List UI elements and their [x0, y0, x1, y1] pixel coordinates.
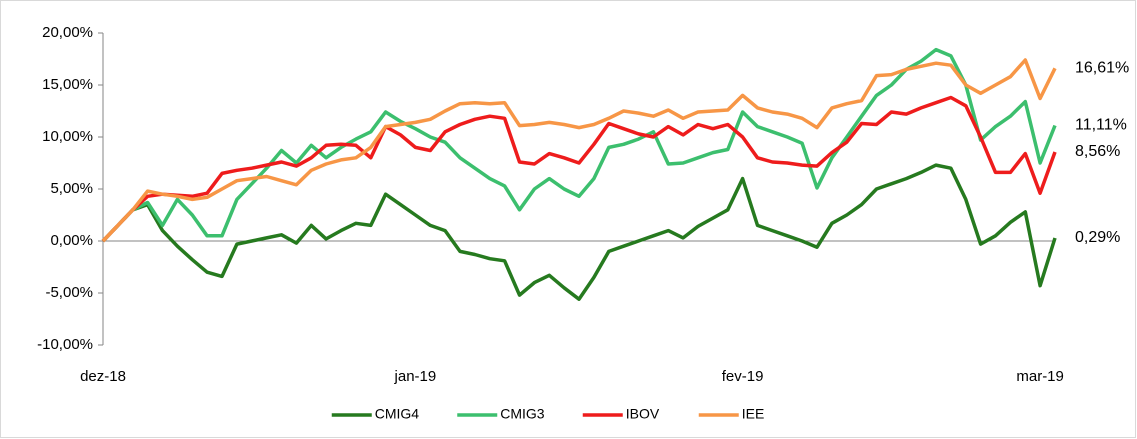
x-tick-label: jan-19 — [394, 368, 437, 385]
series-line — [101, 58, 1057, 243]
x-tick-label: fev-19 — [722, 368, 764, 385]
x-tick-label: mar-19 — [1016, 368, 1064, 385]
series-line — [101, 47, 1057, 243]
value-label: 16,61% — [1075, 59, 1129, 76]
y-tick-label: 15,00% — [42, 76, 93, 93]
legend-label: IBOV — [626, 406, 660, 422]
legend-label: IEE — [742, 406, 765, 422]
y-tick-label: 20,00% — [42, 24, 93, 41]
x-tick-label: dez-18 — [80, 368, 126, 385]
y-tick-label: 10,00% — [42, 128, 93, 145]
series-line — [101, 163, 1057, 301]
y-tick-label: -5,00% — [45, 284, 93, 301]
legend-label: CMIG4 — [375, 406, 420, 422]
value-label: 8,56% — [1075, 143, 1120, 160]
y-tick-label: 5,00% — [50, 180, 93, 197]
legend-label: CMIG3 — [500, 406, 545, 422]
y-tick-label: 0,00% — [50, 232, 93, 249]
series-line — [101, 95, 1057, 243]
value-label: 0,29% — [1075, 229, 1120, 246]
y-tick-label: -10,00% — [37, 336, 93, 353]
value-label: 11,11% — [1075, 117, 1127, 134]
